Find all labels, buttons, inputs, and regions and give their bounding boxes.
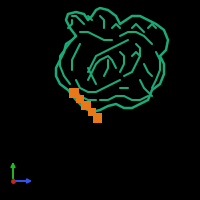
Polygon shape — [76, 95, 84, 103]
Polygon shape — [69, 88, 79, 98]
Polygon shape — [88, 108, 96, 116]
Polygon shape — [93, 113, 102, 123]
Polygon shape — [81, 101, 91, 110]
